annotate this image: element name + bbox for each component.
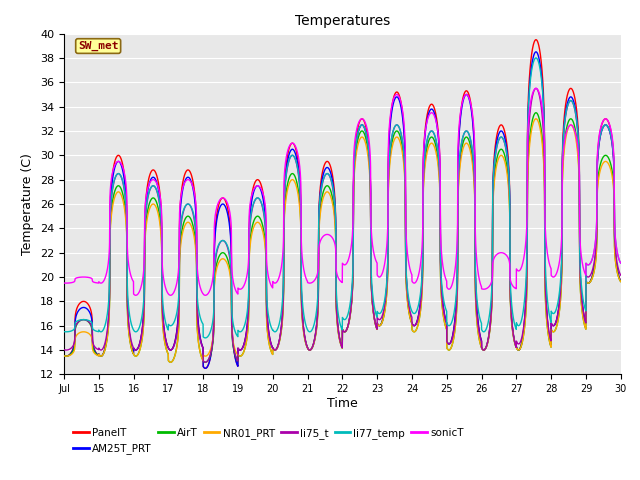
- Title: Temperatures: Temperatures: [295, 14, 390, 28]
- Y-axis label: Temperature (C): Temperature (C): [22, 153, 35, 255]
- Legend: PanelT, AM25T_PRT, AirT, NR01_PRT, li75_t, li77_temp, sonicT: PanelT, AM25T_PRT, AirT, NR01_PRT, li75_…: [69, 424, 468, 458]
- X-axis label: Time: Time: [327, 397, 358, 410]
- Text: SW_met: SW_met: [78, 41, 118, 51]
